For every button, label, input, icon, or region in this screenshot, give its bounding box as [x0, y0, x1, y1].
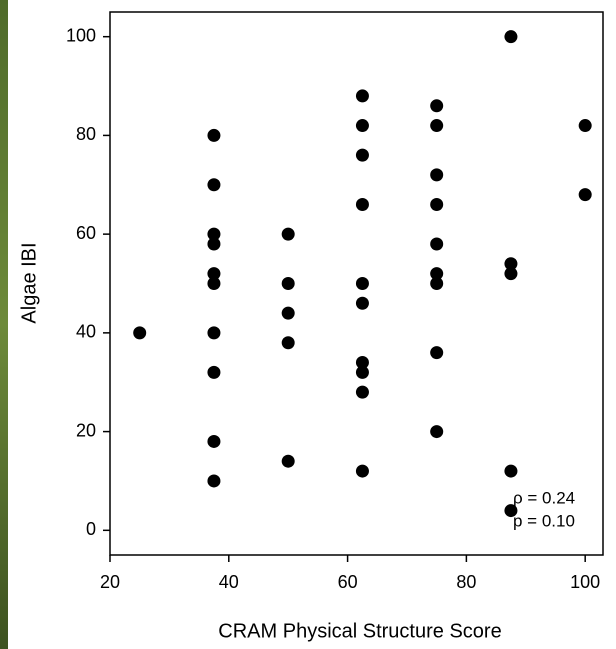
point — [504, 464, 518, 478]
point — [355, 89, 369, 103]
point — [207, 227, 221, 241]
point — [430, 267, 444, 281]
point — [355, 464, 369, 478]
x-tick-label: 20 — [100, 572, 120, 592]
point — [281, 227, 295, 241]
x-tick-label: 100 — [570, 572, 600, 592]
point — [430, 119, 444, 133]
point — [504, 504, 518, 518]
y-tick-label: 20 — [76, 420, 96, 440]
background-strip — [0, 0, 8, 649]
point — [430, 425, 444, 439]
y-tick-label: 0 — [86, 519, 96, 539]
point — [430, 237, 444, 251]
point — [207, 474, 221, 488]
point — [281, 277, 295, 290]
point — [504, 30, 518, 44]
y-tick-label: 40 — [76, 322, 96, 342]
point — [355, 296, 369, 310]
point — [207, 365, 221, 379]
point — [207, 267, 221, 281]
plot-frame — [109, 11, 604, 556]
point — [281, 454, 295, 468]
x-tick-label: 80 — [456, 572, 476, 592]
point — [578, 119, 592, 133]
point — [355, 119, 369, 133]
x-tick-label: 40 — [219, 572, 239, 592]
point — [430, 168, 444, 182]
point — [578, 188, 592, 202]
point — [281, 306, 295, 320]
point — [430, 99, 444, 113]
point — [355, 365, 369, 379]
point — [207, 128, 221, 142]
point — [355, 148, 369, 162]
point — [207, 178, 221, 192]
point — [504, 257, 518, 271]
point — [504, 267, 518, 281]
point — [430, 346, 444, 360]
point — [430, 277, 444, 290]
y-tick-label: 80 — [76, 124, 96, 144]
point — [133, 326, 147, 340]
point — [355, 385, 369, 399]
point — [355, 277, 369, 290]
point — [281, 336, 295, 350]
x-axis-label: CRAM Physical Structure Score — [218, 620, 501, 642]
point — [207, 277, 221, 290]
y-tick-label: 100 — [66, 25, 96, 45]
y-tick-label: 60 — [76, 223, 96, 243]
point — [430, 198, 444, 212]
point — [207, 326, 221, 340]
annotation: p = 0.10 — [513, 511, 575, 530]
y-axis-label: Algae IBI — [18, 242, 40, 323]
annotation: ρ = 0.24 — [513, 488, 575, 507]
point — [207, 237, 221, 251]
x-tick-label: 60 — [338, 572, 358, 592]
point — [355, 198, 369, 212]
point — [355, 355, 369, 369]
point — [207, 434, 221, 448]
